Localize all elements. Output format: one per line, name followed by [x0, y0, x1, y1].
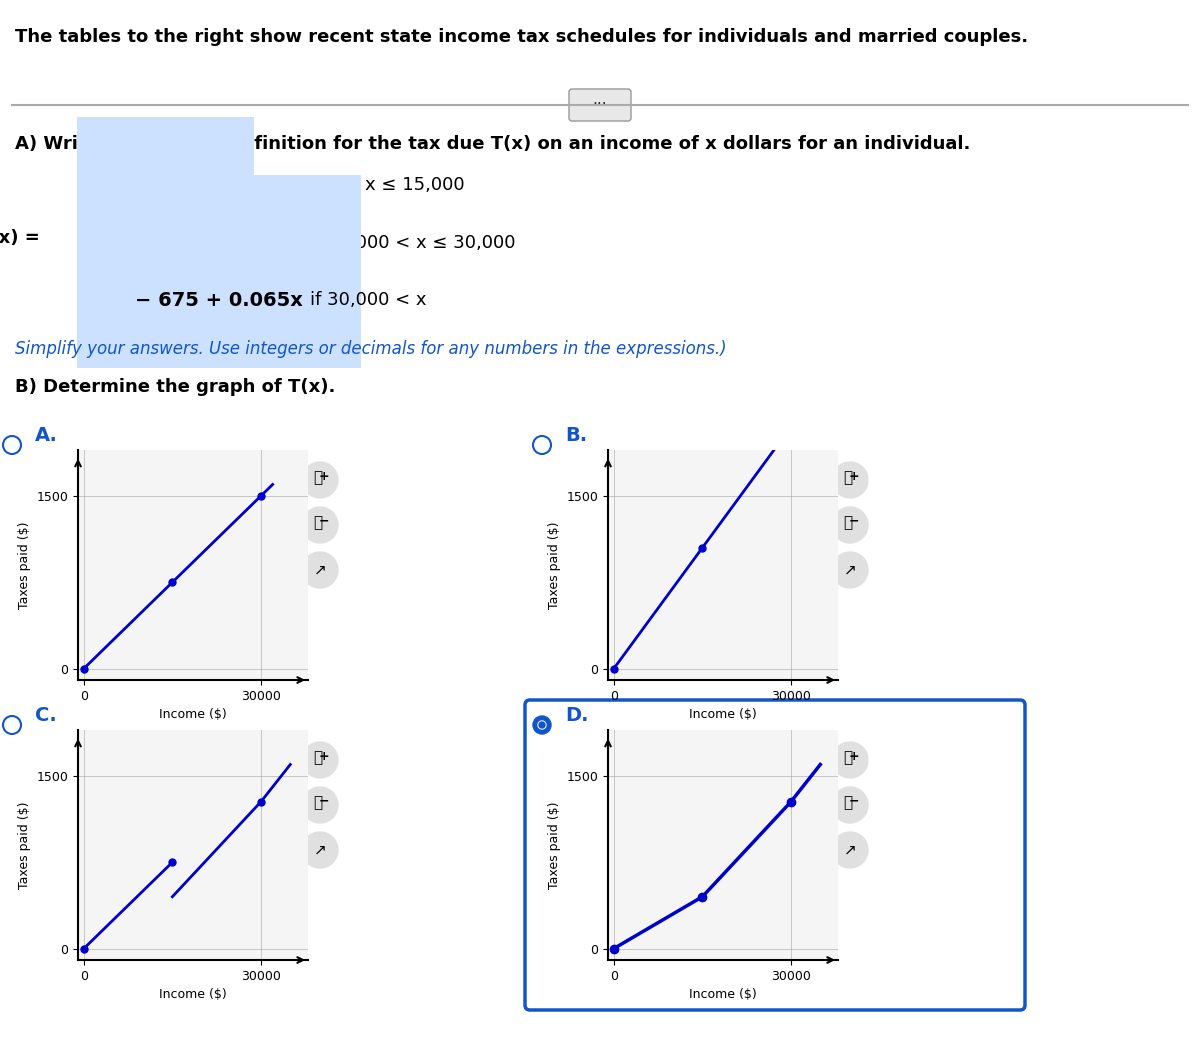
Circle shape — [538, 720, 546, 729]
Text: ↗: ↗ — [844, 842, 857, 857]
Text: Simplify your answers. Use integers or decimals for any numbers in the expressio: Simplify your answers. Use integers or d… — [14, 340, 727, 358]
Text: +: + — [848, 749, 859, 763]
Circle shape — [832, 787, 868, 823]
Text: 🔍: 🔍 — [844, 515, 852, 530]
Text: if 0 ≤ x ≤ 15,000: if 0 ≤ x ≤ 15,000 — [310, 176, 464, 194]
X-axis label: Income ($): Income ($) — [160, 988, 227, 1001]
Circle shape — [832, 832, 868, 868]
Text: C.: C. — [35, 706, 56, 725]
Text: if 15,000 < x ≤ 30,000: if 15,000 < x ≤ 30,000 — [310, 234, 516, 252]
Circle shape — [832, 507, 868, 543]
Text: 🔍: 🔍 — [844, 750, 852, 766]
Circle shape — [302, 462, 338, 498]
Circle shape — [302, 552, 338, 588]
Y-axis label: Taxes paid ($): Taxes paid ($) — [548, 522, 560, 608]
Text: ↗: ↗ — [313, 842, 326, 857]
Text: T(x) =: T(x) = — [0, 229, 40, 247]
X-axis label: Income ($): Income ($) — [689, 988, 757, 1001]
Circle shape — [533, 716, 551, 734]
Circle shape — [832, 742, 868, 778]
Circle shape — [302, 742, 338, 778]
Y-axis label: Taxes paid ($): Taxes paid ($) — [548, 801, 560, 889]
Text: 0.03x: 0.03x — [134, 176, 196, 195]
Text: 🔍: 🔍 — [313, 515, 323, 530]
Y-axis label: Taxes paid ($): Taxes paid ($) — [18, 801, 31, 889]
Text: −: − — [319, 795, 329, 807]
Text: +: + — [319, 470, 329, 482]
Text: − 375 + 0.055x: − 375 + 0.055x — [134, 234, 302, 253]
Text: A.: A. — [35, 426, 58, 445]
Text: − 675 + 0.065x: − 675 + 0.065x — [134, 291, 302, 310]
Text: 🔍: 🔍 — [313, 750, 323, 766]
Text: A) Write a piecewise definition for the tax due T(x) on an income of x dollars f: A) Write a piecewise definition for the … — [14, 135, 971, 153]
Text: 🔍: 🔍 — [313, 471, 323, 486]
Circle shape — [832, 462, 868, 498]
Text: 🔍: 🔍 — [844, 796, 852, 810]
Circle shape — [302, 787, 338, 823]
Text: B.: B. — [565, 426, 587, 445]
Circle shape — [832, 552, 868, 588]
Y-axis label: Taxes paid ($): Taxes paid ($) — [18, 522, 31, 608]
X-axis label: Income ($): Income ($) — [689, 708, 757, 722]
Circle shape — [302, 832, 338, 868]
Text: {: { — [100, 184, 163, 281]
Text: +: + — [848, 470, 859, 482]
Text: −: − — [319, 514, 329, 528]
Text: D.: D. — [565, 706, 588, 725]
Text: 🔍: 🔍 — [844, 471, 852, 486]
Text: +: + — [319, 749, 329, 763]
Text: B) Determine the graph of T(x).: B) Determine the graph of T(x). — [14, 378, 335, 396]
Text: ↗: ↗ — [844, 563, 857, 578]
X-axis label: Income ($): Income ($) — [160, 708, 227, 722]
Circle shape — [302, 507, 338, 543]
Text: 🔍: 🔍 — [313, 796, 323, 810]
Circle shape — [539, 722, 545, 728]
FancyBboxPatch shape — [569, 89, 631, 121]
Text: −: − — [848, 514, 859, 528]
Text: ···: ··· — [593, 97, 607, 112]
Text: if 30,000 < x: if 30,000 < x — [310, 291, 426, 309]
Text: ↗: ↗ — [313, 563, 326, 578]
Text: The tables to the right show recent state income tax schedules for individuals a: The tables to the right show recent stat… — [14, 28, 1028, 45]
Text: −: − — [848, 795, 859, 807]
